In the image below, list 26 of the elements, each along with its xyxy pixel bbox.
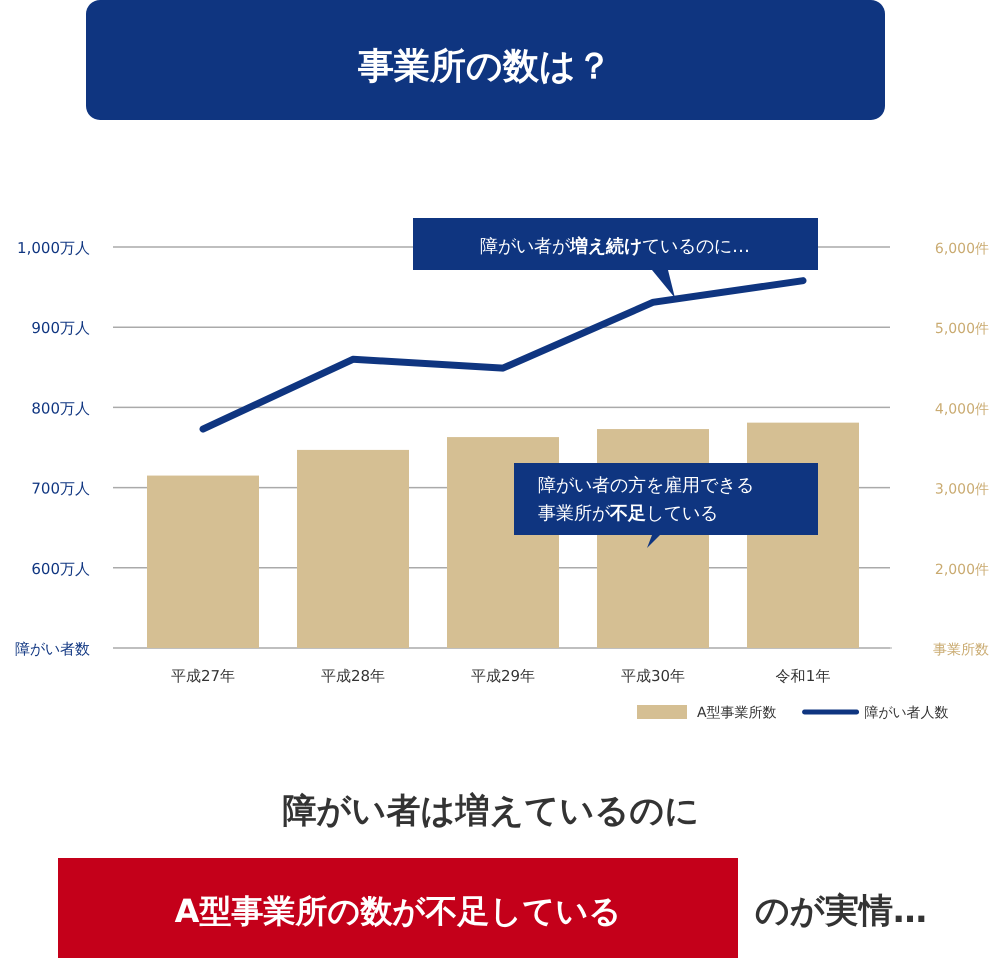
text: のが実情…	[755, 891, 927, 931]
x-tick-label: 令和1年	[776, 667, 830, 685]
x-tick-label: 平成28年	[320, 667, 386, 685]
x-tick-label: 平成27年	[170, 667, 236, 685]
y-tick-label: 800万人	[31, 399, 90, 418]
x-tick-label: 平成29年	[470, 667, 536, 685]
text: 障がい者は増えているのに	[282, 791, 700, 831]
chart-title: 事業所の数は？	[357, 46, 612, 87]
x-tick-label: 平成30年	[620, 667, 686, 685]
title: 事業所の数は？	[86, 0, 885, 120]
y-tick-label: 900万人	[31, 319, 90, 338]
y-tick-label: 600万人	[31, 560, 90, 578]
legend-label: A型事業所数	[697, 705, 777, 721]
y2-tick-label: 5,000件	[934, 321, 989, 338]
banner: A型事業所の数が不足している	[58, 858, 738, 958]
annotation: 障がい者の方を雇用できる事業所が不足している	[538, 475, 754, 524]
y2-tick-label: 4,000件	[934, 401, 989, 418]
legend-label: 障がい者人数	[864, 705, 949, 721]
y-tick-label: 1,000万人	[17, 239, 90, 257]
y2-tick-label: 3,000件	[934, 482, 989, 498]
y-tick-label: 700万人	[31, 480, 90, 498]
y2-tick-label: 2,000件	[934, 562, 989, 578]
annotation: 障がい者が増え続けているのに…	[480, 235, 750, 257]
y2-tick-label: 6,000件	[934, 241, 989, 257]
y2-axis-title: 事業所数	[933, 642, 989, 658]
y-axis-title: 障がい者数	[15, 640, 90, 658]
